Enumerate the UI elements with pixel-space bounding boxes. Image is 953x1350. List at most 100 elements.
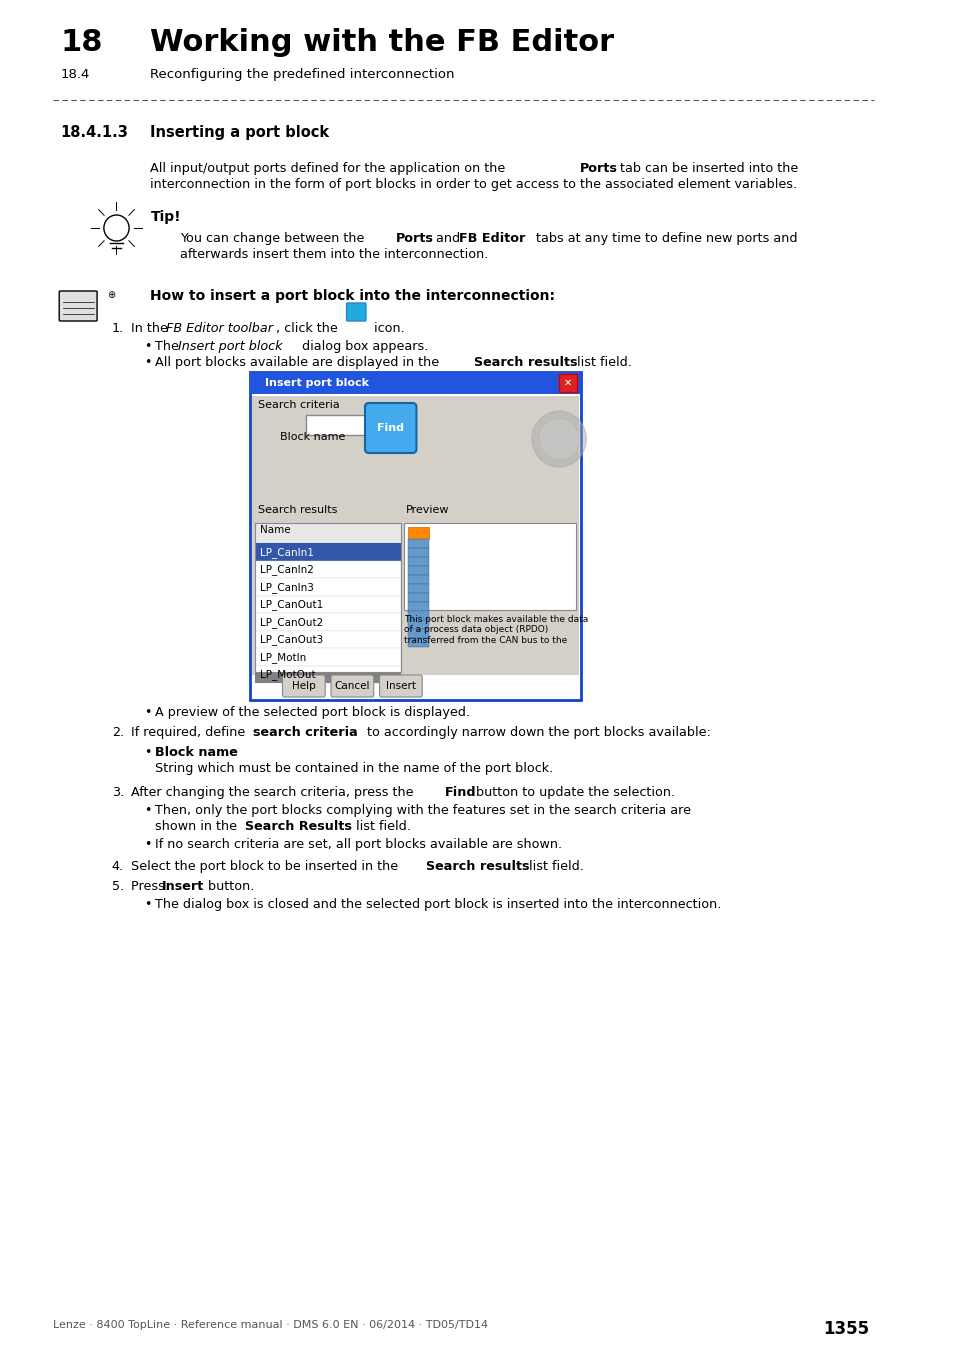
Text: list field.: list field.	[572, 356, 631, 369]
Text: LP_CanOut2: LP_CanOut2	[260, 617, 323, 628]
Text: 5.: 5.	[112, 880, 124, 892]
Text: list field.: list field.	[525, 860, 583, 873]
Text: Search results: Search results	[474, 356, 577, 369]
Text: 1.: 1.	[112, 323, 124, 335]
Text: ✕: ✕	[563, 378, 572, 387]
Text: LP_CanOut3: LP_CanOut3	[260, 634, 323, 645]
Text: If required, define: If required, define	[131, 726, 249, 738]
Bar	[407, 585, 429, 593]
Text: Ports: Ports	[578, 162, 617, 176]
Text: Block name: Block name	[279, 432, 345, 441]
Bar	[255, 666, 400, 683]
Text: LP_MotOut: LP_MotOut	[260, 670, 315, 680]
Text: Ports: Ports	[395, 232, 434, 244]
Text: This port block makes available the data
of a process data object (RPDO)
transfe: This port block makes available the data…	[403, 616, 587, 645]
Text: Name: Name	[260, 525, 291, 535]
Text: :: :	[231, 747, 235, 759]
Text: 4.: 4.	[112, 860, 124, 873]
Text: Insert: Insert	[162, 880, 204, 892]
Text: •: •	[144, 356, 151, 369]
Text: shown in the: shown in the	[155, 819, 241, 833]
Bar	[407, 593, 429, 602]
FancyBboxPatch shape	[59, 292, 97, 321]
Text: •: •	[144, 747, 151, 759]
Bar	[255, 560, 400, 578]
FancyBboxPatch shape	[331, 675, 374, 697]
Bar	[255, 672, 400, 683]
Text: LP_CanOut1: LP_CanOut1	[260, 599, 323, 610]
Text: Insert port block: Insert port block	[177, 340, 282, 352]
Text: Then, only the port blocks complying with the features set in the search criteri: Then, only the port blocks complying wit…	[155, 805, 691, 817]
Text: •: •	[144, 838, 151, 850]
Text: FB Editor toolbar: FB Editor toolbar	[166, 323, 273, 335]
Bar	[407, 526, 429, 539]
Text: All input/output ports defined for the application on the: All input/output ports defined for the a…	[151, 162, 509, 176]
Text: and: and	[432, 232, 463, 244]
Text: 1355: 1355	[821, 1320, 868, 1338]
Text: dialog box appears.: dialog box appears.	[297, 340, 428, 352]
Text: Lenze · 8400 TopLine · Reference manual · DMS 6.0 EN · 06/2014 · TD05/TD14: Lenze · 8400 TopLine · Reference manual …	[53, 1320, 488, 1330]
FancyBboxPatch shape	[379, 675, 422, 697]
Text: afterwards insert them into the interconnection.: afterwards insert them into the intercon…	[179, 248, 487, 261]
Text: The: The	[155, 340, 183, 352]
Text: After changing the search criteria, press the: After changing the search criteria, pres…	[131, 786, 417, 799]
FancyBboxPatch shape	[365, 404, 416, 454]
Text: LP_CanIn3: LP_CanIn3	[260, 582, 314, 593]
Text: •: •	[144, 898, 151, 911]
Text: If no search criteria are set, all port blocks available are shown.: If no search criteria are set, all port …	[155, 838, 562, 850]
Text: 18.4.1.3: 18.4.1.3	[60, 126, 128, 140]
Text: tab can be inserted into the: tab can be inserted into the	[616, 162, 798, 176]
Text: Press: Press	[131, 880, 169, 892]
Text: 18.4: 18.4	[60, 68, 90, 81]
Text: •: •	[144, 805, 151, 817]
Text: 18: 18	[60, 28, 103, 57]
Text: Working with the FB Editor: Working with the FB Editor	[151, 28, 614, 57]
Text: search criteria: search criteria	[253, 726, 357, 738]
Bar	[255, 578, 400, 595]
Circle shape	[540, 420, 577, 458]
Bar	[407, 639, 429, 647]
Bar	[255, 613, 400, 630]
Text: A preview of the selected port block is displayed.: A preview of the selected port block is …	[155, 706, 470, 720]
Bar	[251, 373, 580, 394]
Text: Tip!: Tip!	[151, 211, 181, 224]
Bar	[407, 602, 429, 612]
Text: Search criteria: Search criteria	[258, 400, 339, 410]
Bar	[407, 575, 429, 585]
Text: list field.: list field.	[352, 819, 411, 833]
Bar	[255, 648, 400, 666]
Text: Help: Help	[292, 680, 315, 691]
Text: •: •	[144, 340, 151, 352]
Text: ⊕: ⊕	[107, 290, 114, 300]
Bar	[407, 629, 429, 639]
FancyBboxPatch shape	[251, 373, 580, 701]
Text: 2.: 2.	[112, 726, 124, 738]
Text: Insert: Insert	[386, 680, 416, 691]
Text: interconnection in the form of port blocks in order to get access to the associa: interconnection in the form of port bloc…	[151, 178, 797, 190]
FancyBboxPatch shape	[282, 675, 325, 697]
Text: •: •	[144, 706, 151, 720]
FancyBboxPatch shape	[558, 374, 576, 392]
Bar	[407, 548, 429, 558]
Text: icon.: icon.	[370, 323, 404, 335]
Text: , click the: , click the	[275, 323, 337, 335]
Bar	[255, 630, 400, 648]
Text: Search results: Search results	[258, 505, 337, 514]
Text: In the: In the	[131, 323, 172, 335]
Text: Inserting a port block: Inserting a port block	[151, 126, 329, 140]
Text: to accordingly narrow down the port blocks available:: to accordingly narrow down the port bloc…	[363, 726, 710, 738]
Bar	[255, 543, 400, 560]
Text: Find: Find	[376, 423, 403, 433]
FancyBboxPatch shape	[306, 414, 368, 435]
Text: You can change between the: You can change between the	[179, 232, 368, 244]
Bar	[253, 396, 578, 500]
Text: Insert port block: Insert port block	[265, 378, 369, 387]
Bar	[253, 500, 578, 675]
Text: 3.: 3.	[112, 786, 124, 799]
Text: FB Editor: FB Editor	[458, 232, 525, 244]
Bar	[407, 612, 429, 620]
Text: All port blocks available are displayed in the: All port blocks available are displayed …	[155, 356, 443, 369]
Text: LP_CanIn1: LP_CanIn1	[260, 547, 314, 558]
Bar	[407, 558, 429, 566]
Text: Reconfiguring the predefined interconnection: Reconfiguring the predefined interconnec…	[151, 68, 455, 81]
